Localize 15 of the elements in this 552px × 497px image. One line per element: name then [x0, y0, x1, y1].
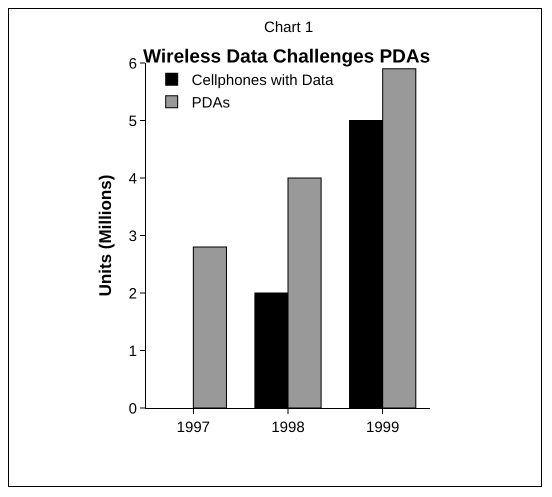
x-tick-label: 1999: [366, 419, 400, 436]
x-tick-label: 1997: [176, 419, 210, 436]
y-tick-label: 3: [128, 228, 137, 245]
y-tick-label: 4: [128, 170, 137, 188]
y-axis-title: Units (Millions): [96, 174, 116, 296]
chart-title: Wireless Data Challenges PDAs: [143, 46, 430, 68]
y-tick-label: 6: [128, 55, 137, 72]
y-tick-label: 1: [128, 342, 137, 360]
legend-label: PDAs: [192, 94, 230, 112]
x-tick-label: 1998: [271, 419, 305, 436]
y-tick-label: 5: [128, 112, 137, 130]
y-tick-label: 2: [128, 285, 137, 302]
legend-label: Cellphones with Data: [192, 72, 334, 90]
y-tick-label: 0: [128, 400, 137, 418]
chart-subtitle: Chart 1: [264, 19, 314, 36]
